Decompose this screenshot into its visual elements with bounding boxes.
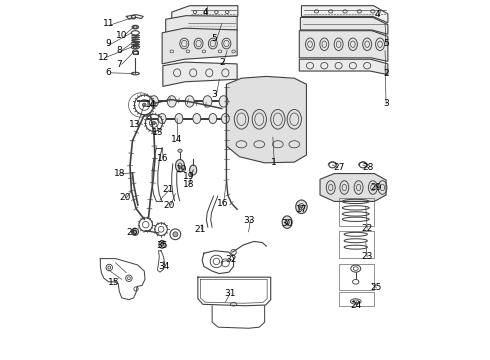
Text: 31: 31 — [224, 289, 236, 298]
Text: 35: 35 — [156, 240, 168, 249]
Polygon shape — [301, 6, 388, 23]
Text: 19: 19 — [183, 172, 195, 181]
Ellipse shape — [300, 205, 303, 208]
Polygon shape — [299, 31, 388, 62]
Text: 9: 9 — [106, 39, 111, 48]
Text: 18: 18 — [183, 180, 195, 189]
Ellipse shape — [282, 216, 292, 228]
Text: 4: 4 — [202, 8, 208, 17]
Ellipse shape — [159, 240, 165, 248]
Ellipse shape — [158, 113, 166, 123]
Ellipse shape — [178, 149, 182, 152]
Ellipse shape — [131, 228, 139, 235]
Ellipse shape — [175, 159, 184, 172]
Ellipse shape — [221, 113, 229, 123]
Text: 15: 15 — [108, 278, 119, 287]
Text: 32: 32 — [226, 255, 237, 264]
Text: 34: 34 — [158, 262, 169, 271]
Ellipse shape — [209, 113, 217, 123]
Ellipse shape — [185, 96, 194, 107]
Ellipse shape — [167, 96, 176, 107]
Text: 16: 16 — [157, 154, 169, 163]
Text: 3: 3 — [212, 90, 218, 99]
Ellipse shape — [152, 121, 155, 125]
Text: 16: 16 — [217, 199, 229, 208]
Text: 21: 21 — [163, 185, 174, 194]
Ellipse shape — [190, 165, 197, 175]
Text: 26: 26 — [127, 228, 138, 237]
Text: 7: 7 — [117, 60, 122, 69]
Ellipse shape — [143, 103, 146, 107]
Bar — [339, 198, 373, 226]
Ellipse shape — [175, 113, 183, 123]
Text: 21: 21 — [195, 225, 206, 234]
Text: 20: 20 — [120, 193, 131, 202]
Bar — [339, 292, 373, 306]
Ellipse shape — [149, 96, 158, 107]
Ellipse shape — [296, 200, 307, 213]
Ellipse shape — [203, 96, 212, 107]
Polygon shape — [299, 59, 388, 75]
Text: 8: 8 — [117, 46, 122, 55]
Text: 6: 6 — [106, 68, 111, 77]
Ellipse shape — [173, 232, 178, 237]
Text: 18: 18 — [114, 169, 125, 178]
Bar — [339, 264, 373, 290]
Text: 13: 13 — [129, 120, 141, 129]
Polygon shape — [300, 18, 388, 34]
Text: 24: 24 — [350, 301, 361, 310]
Text: 17: 17 — [295, 205, 307, 214]
Text: 3: 3 — [383, 99, 389, 108]
Text: 1: 1 — [270, 158, 276, 167]
Bar — [133, 51, 138, 54]
Ellipse shape — [193, 113, 201, 123]
Polygon shape — [226, 76, 306, 163]
Text: 2: 2 — [219, 58, 224, 67]
Text: 14: 14 — [145, 100, 156, 109]
Text: 33: 33 — [244, 216, 255, 225]
Text: 29: 29 — [371, 183, 382, 192]
Text: 27: 27 — [333, 163, 344, 172]
Polygon shape — [172, 6, 238, 23]
Text: 22: 22 — [362, 224, 373, 233]
Polygon shape — [163, 62, 237, 86]
Text: 25: 25 — [371, 283, 382, 292]
Text: 2: 2 — [383, 69, 389, 78]
Bar — [339, 231, 373, 258]
Text: 11: 11 — [103, 19, 114, 28]
Text: 5: 5 — [212, 35, 218, 44]
Text: 10: 10 — [116, 31, 127, 40]
Text: 19: 19 — [175, 166, 187, 175]
Polygon shape — [320, 174, 386, 202]
Polygon shape — [166, 16, 237, 34]
Text: 20: 20 — [164, 201, 175, 210]
Text: 4: 4 — [374, 10, 380, 19]
Polygon shape — [162, 28, 237, 64]
Text: 13: 13 — [152, 129, 163, 138]
Text: 12: 12 — [98, 53, 109, 62]
Text: 30: 30 — [281, 219, 293, 228]
Ellipse shape — [219, 96, 228, 107]
Text: 14: 14 — [172, 135, 183, 144]
Text: 5: 5 — [383, 39, 389, 48]
Text: 23: 23 — [362, 252, 373, 261]
Text: 28: 28 — [363, 163, 374, 172]
